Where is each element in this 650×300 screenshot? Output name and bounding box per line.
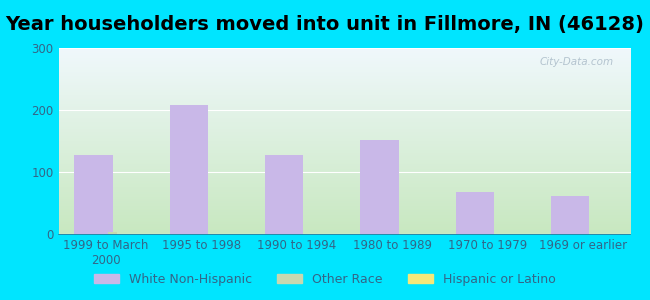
Bar xyxy=(265,154,303,234)
Legend: White Non-Hispanic, Other Race, Hispanic or Latino: White Non-Hispanic, Other Race, Hispanic… xyxy=(89,268,561,291)
Bar xyxy=(74,155,112,234)
Text: City-Data.com: City-Data.com xyxy=(540,57,614,67)
Bar xyxy=(108,232,117,234)
Bar xyxy=(170,105,208,234)
Bar xyxy=(360,140,398,234)
Text: Year householders moved into unit in Fillmore, IN (46128): Year householders moved into unit in Fil… xyxy=(6,15,644,34)
Bar xyxy=(551,196,589,234)
Bar xyxy=(456,192,494,234)
